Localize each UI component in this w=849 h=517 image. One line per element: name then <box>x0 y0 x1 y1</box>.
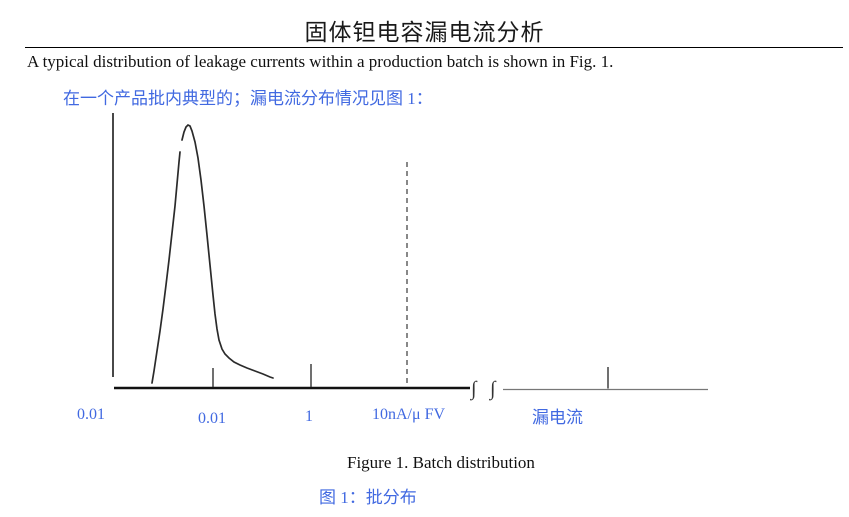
x-axis-title: 漏电流 <box>532 408 583 427</box>
intro-paragraph-zh: 在一个产品批内典型的；漏电流分布情况见图 1： <box>63 89 433 108</box>
figure-caption-en: Figure 1. Batch distribution <box>347 453 535 472</box>
x-tick-label-0.01: 0.01 <box>198 410 226 427</box>
title-divider <box>25 47 843 48</box>
x-tick-label-1: 1 <box>305 408 313 425</box>
intro-paragraph-en: A typical distribution of leakage curren… <box>27 52 614 71</box>
distribution-curve-segment-1 <box>151 151 181 384</box>
axis-break-icon: ∫ <box>469 378 478 401</box>
figure-caption-zh: 图 1：批分布 <box>319 488 417 507</box>
x-tick-label-origin: 0.01 <box>77 406 105 423</box>
page-title: 固体钽电容漏电流分析 <box>304 20 545 45</box>
distribution-curve-segment-2 <box>181 123 274 379</box>
x-tick-label-10nA: 10nA/μ FV <box>372 406 446 423</box>
axis-break-icon: ∫ <box>488 378 497 401</box>
